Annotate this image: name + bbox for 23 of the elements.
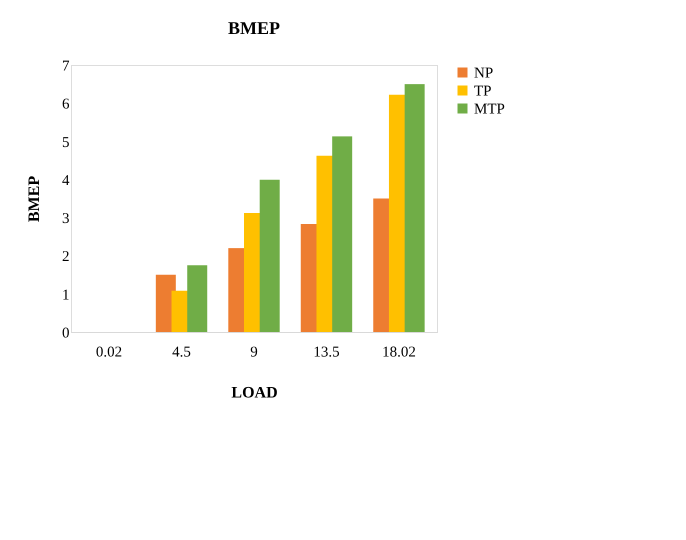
legend-label: TP <box>474 84 492 100</box>
bar <box>260 180 280 332</box>
y-axis-title: BMEP <box>26 176 43 222</box>
y-tick-label: 3 <box>62 211 70 228</box>
y-tick-label: 4 <box>62 172 70 189</box>
bar <box>187 265 208 332</box>
y-tick-label: 2 <box>62 249 70 266</box>
x-tick-label: 9 <box>250 344 258 360</box>
y-tick-label: 5 <box>62 134 70 151</box>
x-axis-title: LOAD <box>231 384 278 402</box>
y-tick-label: 6 <box>62 96 70 113</box>
x-tick-label: 4.5 <box>172 344 191 360</box>
legend-label: NP <box>474 66 494 82</box>
legend-label: MTP <box>474 102 505 118</box>
x-tick-label: 0.02 <box>96 344 122 360</box>
y-tick-label: 7 <box>62 58 70 74</box>
bar <box>404 84 425 332</box>
bar <box>332 136 352 332</box>
x-tick-label: 18.02 <box>382 344 416 360</box>
y-tick-label: 1 <box>62 287 70 304</box>
y-tick-label: 0 <box>62 326 70 342</box>
x-tick-label: 13.5 <box>313 344 340 360</box>
chart-title: BMEP <box>228 18 280 38</box>
